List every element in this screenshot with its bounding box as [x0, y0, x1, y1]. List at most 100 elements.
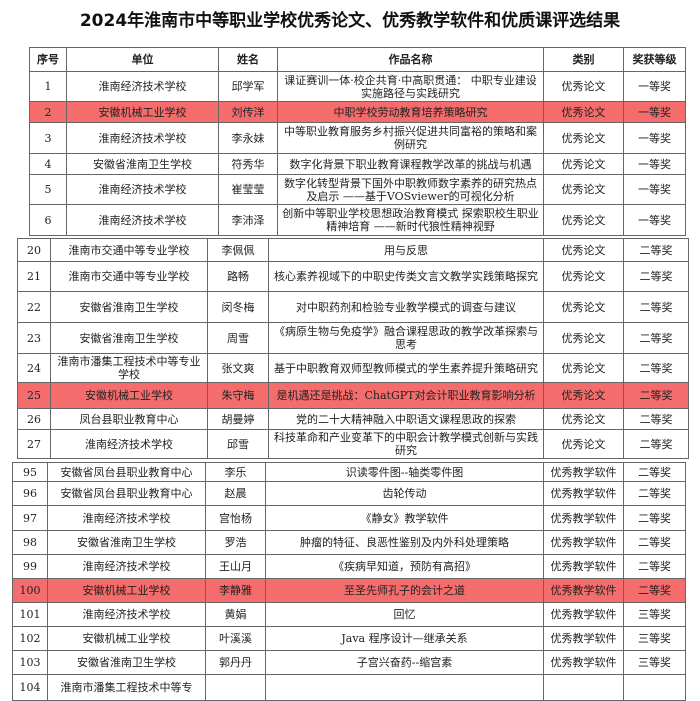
- cell-name: 崔莹莹: [218, 174, 278, 205]
- cell-unit: 淮南经济技术学校: [66, 204, 219, 236]
- cell-no: 27: [17, 429, 51, 459]
- cell-name: 符秀华: [218, 153, 278, 175]
- table-row: 21 淮南市交通中等专业学校 路畅 核心素养视域下的中职史传类文言文教学实践策略探究优…: [17, 261, 689, 292]
- cell-award: 三等奖: [623, 650, 686, 675]
- cell-name: 路畅: [207, 261, 269, 292]
- table-row: 26 凤台县职业教育中心 胡曼婷 党的二十大精神融入中职语文课程思政的探索 优秀论文 二等…: [17, 408, 689, 430]
- cell-category: 优秀论文: [543, 153, 624, 175]
- table-row: 2 安徽机械工业学校 刘传洋 中职学校劳动教育培养策略研究 优秀论文 一等奖: [29, 101, 686, 123]
- cell-name: 郭丹丹: [205, 650, 266, 675]
- cell-no: 6: [29, 204, 67, 236]
- cell-award: 二等奖: [623, 353, 689, 383]
- cell-unit: 淮南市交通中等专业学校: [50, 238, 208, 262]
- cell-award: [623, 674, 686, 701]
- cell-no: 102: [12, 626, 48, 651]
- cell-work: 识读零件图--轴类零件图: [265, 462, 544, 482]
- cell-name: 叶溪溪: [205, 626, 266, 651]
- cell-award: 一等奖: [623, 122, 686, 154]
- table-row: 97 淮南经济技术学校 宫怡杨 《静女》教学软件 优秀教学软件 二等奖: [12, 505, 686, 531]
- results-table-section-1: 序号 单位 姓名 作品名称 类别 奖获等级 1 淮南经济技术学校 邱学军 课证赛训一体…: [29, 47, 686, 236]
- cell-award: 二等奖: [623, 238, 689, 262]
- table-row: 6 淮南经济技术学校 李沛泽 创新中等职业学校思想政治教育模式 探索职校生职业精神培育…: [29, 204, 686, 236]
- cell-unit: 安徽省淮南卫生学校: [50, 322, 208, 354]
- cell-unit: 安徽省淮南卫生学校: [66, 153, 219, 175]
- results-table-section-2: 20 淮南市交通中等专业学校 李佩佩 用与反思 优秀论文 二等奖 21 淮南市交通中等专业学校…: [17, 238, 689, 459]
- cell-unit: 淮南经济技术学校: [66, 71, 219, 102]
- cell-unit: 淮南市潘集工程技术中等专业学校: [50, 353, 208, 383]
- header-award: 奖获等级: [623, 47, 686, 72]
- cell-name: 李沛泽: [218, 204, 278, 236]
- table-header-row: 序号 单位 姓名 作品名称 类别 奖获等级: [29, 47, 686, 72]
- cell-unit: 淮南经济技术学校: [50, 429, 208, 459]
- cell-award: 一等奖: [623, 174, 686, 205]
- cell-work: 基于中职教育双师型教师模式的学生素养提升策略研究: [268, 353, 544, 383]
- cell-no: 24: [17, 353, 51, 383]
- cell-name: 王山月: [205, 554, 266, 579]
- cell-award: 二等奖: [623, 291, 689, 323]
- cell-no: 103: [12, 650, 48, 675]
- cell-award: 一等奖: [623, 71, 686, 102]
- page-title: 2024年淮南市中等职业学校优秀论文、优秀教学软件和优质课评选结果: [79, 11, 621, 31]
- cell-category: 优秀论文: [543, 238, 624, 262]
- cell-unit: 淮南经济技术学校: [47, 554, 206, 579]
- cell-no: 22: [17, 291, 51, 323]
- cell-work: 《静女》教学软件: [265, 505, 544, 531]
- cell-work: Java 程序设计—继承关系: [265, 626, 544, 651]
- cell-category: 优秀教学软件: [543, 530, 624, 555]
- cell-work: [265, 674, 544, 701]
- table-row: 3 淮南经济技术学校 李永妹 中等职业教育服务乡村振兴促进共同富裕的策略和案例研究 优秀…: [29, 122, 686, 154]
- cell-work: 数字化背景下职业教育课程教学改革的挑战与机遇: [277, 153, 544, 175]
- cell-name: 李静雅: [205, 578, 266, 603]
- header-no: 序号: [29, 47, 67, 72]
- cell-unit: 安徽省凤台县职业教育中心: [47, 462, 206, 482]
- cell-name: 李佩佩: [207, 238, 269, 262]
- cell-work: 党的二十大精神融入中职语文课程思政的探索: [268, 408, 544, 430]
- cell-no: 95: [12, 462, 48, 482]
- table-row: 103 安徽省淮南卫生学校 郭丹丹 子宫兴奋药--缩宫素 优秀教学软件 三等奖: [12, 650, 686, 675]
- header-unit: 单位: [66, 47, 219, 72]
- cell-work: 创新中等职业学校思想政治教育模式 探索职校生职业精神培育 ——新时代狼性精神视野: [277, 204, 544, 236]
- cell-work: 回忆: [265, 602, 544, 627]
- cell-no: 101: [12, 602, 48, 627]
- cell-no: 20: [17, 238, 51, 262]
- cell-work: 《疾病早知道，预防有高招》: [265, 554, 544, 579]
- cell-name: 李乐: [205, 462, 266, 482]
- cell-unit: 安徽机械工业学校: [50, 382, 208, 409]
- cell-category: 优秀教学软件: [543, 505, 624, 531]
- cell-category: 优秀论文: [543, 322, 624, 354]
- cell-no: 104: [12, 674, 48, 701]
- table-row: 23 安徽省淮南卫生学校 周雪 《病原生物与免疫学》融合课程思政的教学改革探索与思考优…: [17, 322, 689, 354]
- cell-name: 宫怡杨: [205, 505, 266, 531]
- cell-name: 胡曼婷: [207, 408, 269, 430]
- cell-category: 优秀论文: [543, 353, 624, 383]
- results-table-section-3: 95 安徽省凤台县职业教育中心 李乐 识读零件图--轴类零件图 优秀教学软件 二等奖 96 安…: [12, 462, 686, 701]
- cell-unit: 安徽机械工业学校: [47, 578, 206, 603]
- cell-category: 优秀论文: [543, 122, 624, 154]
- cell-category: 优秀论文: [543, 261, 624, 292]
- cell-work: 中等职业教育服务乡村振兴促进共同富裕的策略和案例研究: [277, 122, 544, 154]
- table-row: 102 安徽机械工业学校 叶溪溪 Java 程序设计—继承关系 优秀教学软件 三等奖: [12, 626, 686, 651]
- cell-no: 99: [12, 554, 48, 579]
- table-row: 100 安徽机械工业学校 李静雅 至圣先师孔子的会计之道 优秀教学软件 二等奖: [12, 578, 686, 603]
- cell-award: 二等奖: [623, 530, 686, 555]
- cell-award: 三等奖: [623, 602, 686, 627]
- cell-category: 优秀论文: [543, 382, 624, 409]
- cell-unit: 安徽省淮南卫生学校: [47, 530, 206, 555]
- cell-award: 二等奖: [623, 382, 689, 409]
- cell-work: 核心素养视域下的中职史传类文言文教学实践策略探究: [268, 261, 544, 292]
- cell-no: 5: [29, 174, 67, 205]
- cell-award: 二等奖: [623, 462, 686, 482]
- cell-work: 子宫兴奋药--缩宫素: [265, 650, 544, 675]
- cell-work: 数字化转型背景下国外中职教师数字素养的研究热点及启示 ——基于VOSviewer…: [277, 174, 544, 205]
- cell-category: 优秀教学软件: [543, 650, 624, 675]
- cell-award: 二等奖: [623, 481, 686, 506]
- cell-unit: 安徽机械工业学校: [66, 101, 219, 123]
- cell-name: 李永妹: [218, 122, 278, 154]
- cell-category: 优秀论文: [543, 174, 624, 205]
- table-row: 24 淮南市潘集工程技术中等专业学校 张文爽 基于中职教育双师型教师模式的学生素养提升…: [17, 353, 689, 383]
- cell-category: 优秀教学软件: [543, 462, 624, 482]
- table-row: 95 安徽省凤台县职业教育中心 李乐 识读零件图--轴类零件图 优秀教学软件 二等奖: [12, 462, 686, 482]
- cell-name: 刘传洋: [218, 101, 278, 123]
- cell-award: 一等奖: [623, 204, 686, 236]
- cell-award: 二等奖: [623, 429, 689, 459]
